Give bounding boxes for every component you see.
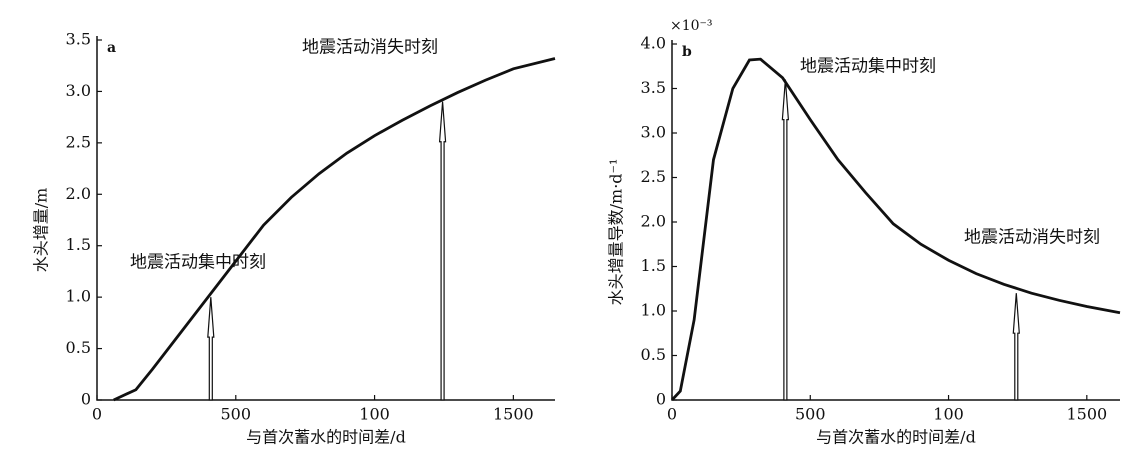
y-tick-label: 2.0 — [641, 212, 666, 231]
y-tick-label: 2.0 — [66, 184, 91, 203]
y-tick-label: 2.5 — [66, 132, 91, 151]
y-tick-label: 4.0 — [641, 34, 666, 53]
x-tick-label: 0 — [667, 405, 677, 424]
y-tick-label: 3.0 — [66, 81, 91, 100]
x-tick-label: 500 — [221, 405, 252, 424]
x-axis-label: 与首次蓄水的时间差/d — [246, 428, 406, 447]
panel-label: a — [107, 40, 116, 56]
y-axis-label: 水头增量导数/m·d⁻¹ — [607, 159, 626, 306]
arrow — [207, 297, 215, 401]
annotation: 地震活动集中时刻 — [800, 57, 936, 77]
x-tick-label: 100 — [359, 405, 390, 424]
y-tick-label: 1.0 — [66, 287, 91, 306]
y-tick-label: 2.5 — [641, 167, 666, 186]
arrow — [438, 101, 447, 401]
axes — [671, 40, 1120, 401]
y-tick-label: 0 — [81, 390, 91, 409]
y-tick-label: 1.5 — [66, 235, 91, 254]
x-tick-label: 0 — [92, 405, 102, 424]
y-axis-label: 水头增量/m — [32, 188, 51, 273]
x-tick-label: 1500 — [493, 405, 534, 424]
annotation: 地震活动消失时刻 — [302, 38, 438, 58]
x-tick-label: 500 — [795, 405, 826, 424]
y-tick-label: 3.5 — [641, 78, 666, 97]
y-tick-label: 0.5 — [66, 338, 91, 357]
x-tick-label: 1500 — [1066, 405, 1107, 424]
line — [113, 57, 556, 402]
y-tick-label: 0 — [656, 390, 666, 409]
y-tick-label: 0.5 — [641, 345, 666, 364]
y-tick-label: 3.5 — [66, 30, 91, 49]
axis-multiplier: ×10⁻³ — [670, 18, 713, 34]
line — [670, 57, 1121, 401]
annotation: 地震活动消失时刻 — [964, 228, 1100, 248]
x-tick-label: 100 — [933, 405, 964, 424]
y-tick-label: 1.5 — [641, 256, 666, 275]
annotation: 地震活动集中时刻 — [130, 253, 266, 273]
x-axis-label: 与首次蓄水的时间差/d — [816, 428, 976, 447]
arrow — [781, 79, 790, 401]
axes — [96, 36, 555, 401]
panel-label: b — [682, 44, 692, 60]
y-tick-label: 1.0 — [641, 301, 666, 320]
y-tick-label: 3.0 — [641, 123, 666, 142]
arrow — [1012, 293, 1020, 401]
